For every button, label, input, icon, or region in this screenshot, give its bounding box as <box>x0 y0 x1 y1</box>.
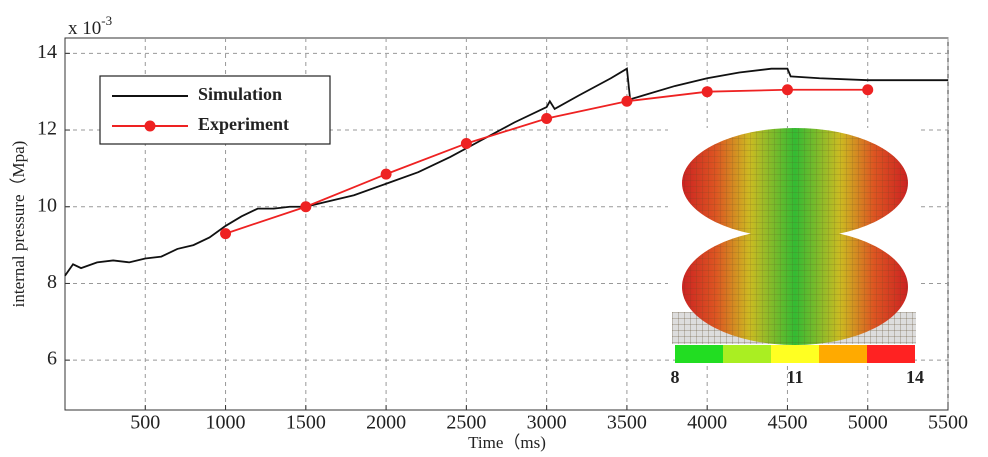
x-tick-label: 4500 <box>767 412 807 434</box>
x-tick-label: 3500 <box>607 412 647 434</box>
x-tick-label: 2500 <box>446 412 486 434</box>
data-marker <box>220 228 231 239</box>
x-tick-label: 5000 <box>848 412 888 434</box>
legend-marker <box>145 121 156 132</box>
data-marker <box>541 113 552 124</box>
x-tick-label: 2000 <box>366 412 406 434</box>
y-tick-label: 12 <box>37 118 57 140</box>
x-tick-label: 4000 <box>687 412 727 434</box>
colorbar-segment <box>867 345 915 363</box>
x-tick-label: 1500 <box>286 412 326 434</box>
y-tick-label: 10 <box>37 194 57 216</box>
legend: Simulation Experiment <box>100 76 330 144</box>
y-tick-label: 14 <box>37 41 57 63</box>
y-axis-label: internal pressure（Mpa) <box>9 141 28 308</box>
body-mesh <box>682 229 908 345</box>
y-tick-label: 6 <box>47 348 57 370</box>
data-marker <box>862 84 873 95</box>
x-tick-label: 1000 <box>206 412 246 434</box>
colorbar-tick-label: 8 <box>671 367 680 387</box>
colorbar-tick-label: 14 <box>906 367 924 387</box>
data-marker <box>702 86 713 97</box>
data-marker <box>381 169 392 180</box>
x-axis-label: Time（ms) <box>468 433 546 452</box>
x-tick-label: 500 <box>130 412 160 434</box>
legend-label: Experiment <box>198 114 289 134</box>
inset-image <box>668 128 918 363</box>
body-mesh <box>682 128 908 238</box>
exponent-base: x 10 <box>68 18 101 39</box>
colorbar-tick-label: 11 <box>786 367 803 387</box>
data-marker <box>300 201 311 212</box>
y-tick-label: 8 <box>47 271 57 293</box>
exponent-label: x 10-3 <box>68 13 112 39</box>
x-tick-label: 5500 <box>928 412 968 434</box>
data-marker <box>782 84 793 95</box>
exponent-power: -3 <box>101 13 112 28</box>
colorbar-segment <box>771 345 819 363</box>
data-marker <box>621 96 632 107</box>
data-marker <box>461 138 472 149</box>
chart: 6 8 10 12 14 500 1000 1500 2000 2500 3000 3500 4000 4… <box>0 0 988 457</box>
colorbar-segment <box>675 345 723 363</box>
legend-label: Simulation <box>198 84 282 104</box>
x-tick-label: 3000 <box>527 412 567 434</box>
colorbar-segment <box>723 345 771 363</box>
colorbar-segment <box>819 345 867 363</box>
